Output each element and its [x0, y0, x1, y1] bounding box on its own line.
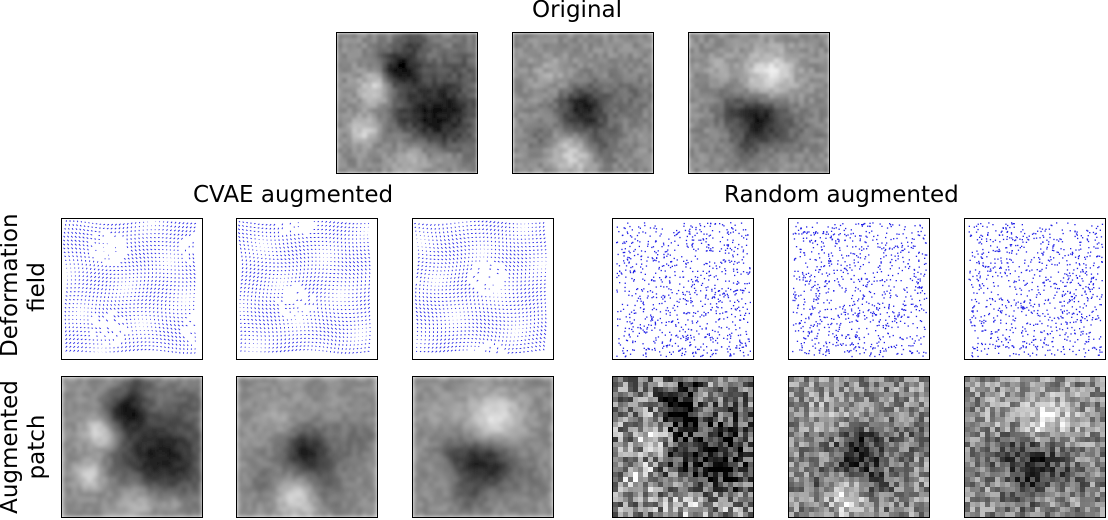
deformation-label-line1: Deformation	[0, 213, 23, 357]
cvae-augmented-patch-2	[236, 376, 378, 518]
cvae-augmented-title: CVAE augmented	[193, 182, 394, 208]
cvae-deformation-field-3	[412, 218, 554, 360]
random-deformation-field-2	[788, 218, 930, 360]
cvae-augmented-patch-1	[61, 376, 203, 518]
cvae-augmented-patch-3	[412, 376, 554, 518]
random-deformation-field-1	[612, 218, 754, 360]
augmented-patch-row-label: Augmented patch	[0, 377, 51, 517]
random-augmented-patch-1	[612, 376, 754, 518]
cvae-deformation-field-2	[236, 218, 378, 360]
random-deformation-field-3	[964, 218, 1106, 360]
original-patch-2	[512, 32, 654, 174]
original-title: Original	[532, 0, 623, 23]
deformation-label-line2: field	[24, 262, 50, 312]
random-augmented-title: Random augmented	[724, 182, 959, 208]
original-patch-3	[688, 32, 830, 174]
random-augmented-patch-3	[964, 376, 1106, 518]
cvae-deformation-field-1	[61, 218, 203, 360]
augmented-label-line2: patch	[24, 414, 50, 480]
original-patch-1	[336, 32, 478, 174]
augmented-label-line1: Augmented	[0, 380, 23, 514]
deformation-field-row-label: Deformation field	[0, 213, 51, 357]
random-augmented-patch-2	[788, 376, 930, 518]
